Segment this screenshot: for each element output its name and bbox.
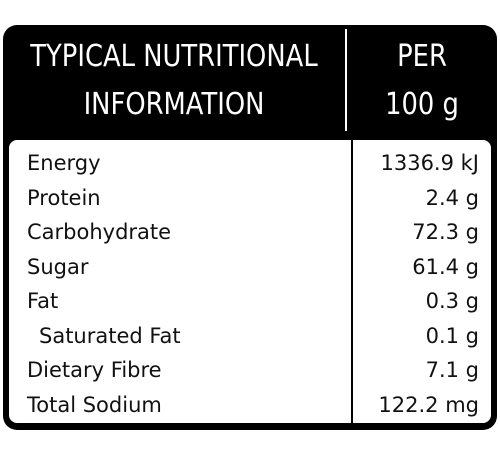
nutrient-name-energy: Energy <box>27 151 101 175</box>
header-per-line2: 100 g <box>385 87 459 122</box>
nutrient-name-total-sodium: Total Sodium <box>27 392 162 417</box>
header-title-line2: INFORMATION <box>83 87 265 122</box>
header-title: TYPICAL NUTRITIONAL INFORMATION <box>27 33 321 129</box>
nutrient-value-protein: 2.4 g <box>425 185 479 210</box>
nutrient-value-sugar: 61.4 g <box>412 254 479 279</box>
header-per-amount: PER 100 g <box>358 33 487 129</box>
nutrient-name-sugar: Sugar <box>27 254 89 279</box>
nutrient-value-total-sodium: 122.2 mg <box>378 392 479 417</box>
table-divider <box>351 140 353 423</box>
nutrition-label: TYPICAL NUTRITIONAL INFORMATION PER 100 … <box>3 25 497 430</box>
nutrient-name-dietary-fibre: Dietary Fibre <box>27 358 162 382</box>
nutrient-name-carbohydrate: Carbohydrate <box>27 220 172 244</box>
nutrient-value-dietary-fibre: 7.1 g <box>425 358 479 382</box>
nutrient-value-saturated-fat: 0.1 g <box>425 323 479 348</box>
nutrient-values-column: 1336.9 kJ 2.4 g 72.3 g 61.4 g 0.3 g 0.1 … <box>355 146 479 422</box>
nutrient-value-fat: 0.3 g <box>425 289 479 313</box>
nutrient-name-fat: Fat <box>27 289 59 313</box>
header-divider <box>345 29 347 131</box>
nutrient-value-carbohydrate: 72.3 g <box>412 220 479 244</box>
nutrient-name-protein: Protein <box>27 185 101 210</box>
nutrition-table: Energy Protein Carbohydrate Sugar Fat Sa… <box>9 140 491 423</box>
header-per-line1: PER <box>397 39 447 74</box>
nutrient-value-energy: 1336.9 kJ <box>380 151 479 175</box>
nutrient-name-saturated-fat: Saturated Fat <box>39 323 181 348</box>
header-title-line1: TYPICAL NUTRITIONAL <box>30 39 318 74</box>
nutrient-names-column: Energy Protein Carbohydrate Sugar Fat Sa… <box>27 146 347 422</box>
nutrition-header: TYPICAL NUTRITIONAL INFORMATION PER 100 … <box>3 25 497 140</box>
